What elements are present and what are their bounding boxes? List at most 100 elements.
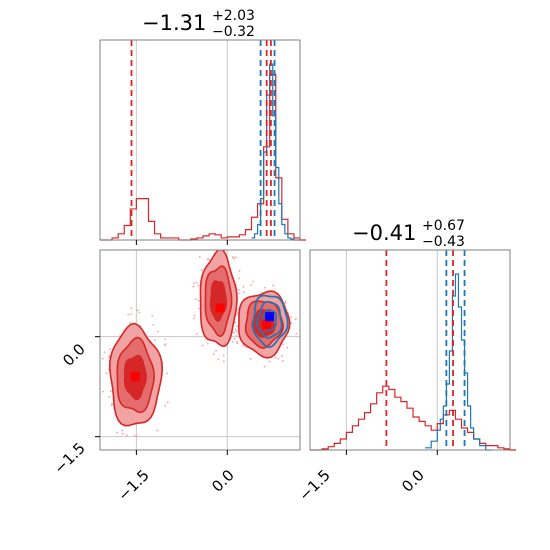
joint-sample-point <box>110 404 113 406</box>
joint-sample-point <box>136 309 139 312</box>
joint-sample-point <box>236 342 239 345</box>
joint-sample-point <box>195 281 198 284</box>
joint-sample-point <box>198 307 201 310</box>
joint-sample-point <box>233 337 236 340</box>
joint-sample-point <box>192 317 195 320</box>
joint-sample-point <box>282 359 284 362</box>
joint-sample-point <box>206 342 209 345</box>
joint-sample-point <box>164 338 167 341</box>
joint-sample-point <box>212 353 215 355</box>
joint-sample-point <box>238 270 241 273</box>
marginal-param-2-frame <box>309 249 511 451</box>
marginal-param-2-hist-red <box>310 385 517 451</box>
joint-sample-point <box>222 354 225 357</box>
joint-sample-point <box>217 358 220 361</box>
joint-sample-point <box>252 280 255 283</box>
joint-sample-point <box>284 301 287 304</box>
joint-sample-point <box>156 429 159 432</box>
marginal-param-1-title-value: −1.31 <box>142 11 206 35</box>
joint-ticks <box>95 336 228 455</box>
joint-sample-point <box>263 365 266 368</box>
joint-sample-point <box>204 245 206 247</box>
joint-sample-point <box>250 284 252 287</box>
joint-sample-point <box>153 339 156 341</box>
joint-sample-point <box>108 396 111 398</box>
joint-sample-point <box>109 390 112 393</box>
joint-sample-point <box>231 340 234 343</box>
joint-sample-point <box>116 431 119 434</box>
joint-sample-point <box>237 292 240 295</box>
joint-sample-point <box>197 284 200 287</box>
joint-sample-point <box>101 357 104 360</box>
joint-sample-point <box>102 390 104 393</box>
joint-sample-point <box>198 256 201 258</box>
joint-sample-point <box>274 356 277 359</box>
joint-sample-point <box>125 434 128 437</box>
joint-sample-point <box>220 241 222 243</box>
marginal-param-1-frame <box>99 39 301 241</box>
joint-sample-point <box>195 332 198 335</box>
joint-sample-point <box>129 322 131 324</box>
joint-marker-1 <box>215 303 225 313</box>
joint-sample-point <box>127 313 130 316</box>
joint-blue-contour-1 <box>256 301 283 339</box>
joint-sample-point <box>242 291 245 294</box>
joint-sample-point <box>249 358 252 360</box>
joint-sample-point <box>138 311 141 314</box>
marginal-param-2-title: −0.41 +0.67 −0.43 <box>352 218 465 250</box>
joint-sample-point <box>233 331 236 334</box>
joint-x-tick-label-0: −1.5 <box>114 466 152 504</box>
marginal-param-2-title-upper: +0.67 <box>422 218 465 234</box>
joint-sample-point <box>294 318 297 320</box>
joint-sample-point <box>200 269 203 272</box>
joint-sample-point <box>152 323 155 326</box>
joint-sample-point <box>286 346 289 349</box>
joint-sample-point <box>133 434 136 437</box>
joint-sample-point <box>107 356 110 359</box>
marginal-param-1-grid <box>135 40 228 240</box>
marginal-param-2-ticks <box>345 450 438 455</box>
joint-sample-point <box>166 401 169 404</box>
joint-sample-point <box>109 348 111 351</box>
marginal-param-2-hist-blue <box>425 273 492 451</box>
marginal-param-1-title: −1.31 +2.03 −0.32 <box>142 8 255 40</box>
joint-sample-point <box>235 330 238 333</box>
marginal-param-1-quantile-lines <box>130 40 276 240</box>
joint-sample-point <box>130 307 133 310</box>
marginal-param-1-title-upper: +2.03 <box>212 8 255 24</box>
joint-sample-point <box>193 314 196 317</box>
joint-sample-point <box>272 284 274 287</box>
joint-marker-2 <box>262 320 272 330</box>
joint-sample-point <box>234 321 237 324</box>
joint-sample-point <box>282 343 285 346</box>
joint-sample-point <box>281 355 283 357</box>
joint-sample-point <box>195 298 197 301</box>
marginal-param-2-title-lower: −0.43 <box>422 234 465 250</box>
joint-sample-point <box>242 286 245 288</box>
joint-sample-point <box>295 332 298 335</box>
joint-sample-point <box>151 314 154 317</box>
joint-sample-point <box>238 289 240 291</box>
joint-sample-point <box>234 328 237 331</box>
joint-sample-point <box>232 256 235 259</box>
joint-sample-point <box>197 299 200 302</box>
marginal-param-2-x-tick-label-0: −1.5 <box>295 466 333 504</box>
joint-marker-3 <box>265 312 275 322</box>
joint-sample-point <box>108 355 111 357</box>
joint-sample-point <box>193 282 195 285</box>
marginal-param-2-quantile-lines <box>385 250 466 450</box>
joint-sample-point <box>236 340 238 343</box>
joint-sample-point <box>206 258 209 261</box>
joint-sample-point <box>192 285 195 288</box>
joint-marker-0 <box>130 372 140 382</box>
joint-sample-point <box>244 346 247 349</box>
joint-sample-point <box>201 344 204 347</box>
joint-sample-point <box>208 258 210 261</box>
marginal-param-1-title-lower: −0.32 <box>212 24 255 40</box>
marginal-param-2-series <box>310 273 517 451</box>
joint-sample-point <box>220 245 222 247</box>
marginal-param-2-panel: −1.5 0.0 −0.41 +0.67 −0.43 <box>295 218 517 505</box>
joint-markers <box>130 303 275 382</box>
joint-y-tick-label-0: −1.5 <box>50 439 88 477</box>
joint-sample-point <box>222 360 225 363</box>
